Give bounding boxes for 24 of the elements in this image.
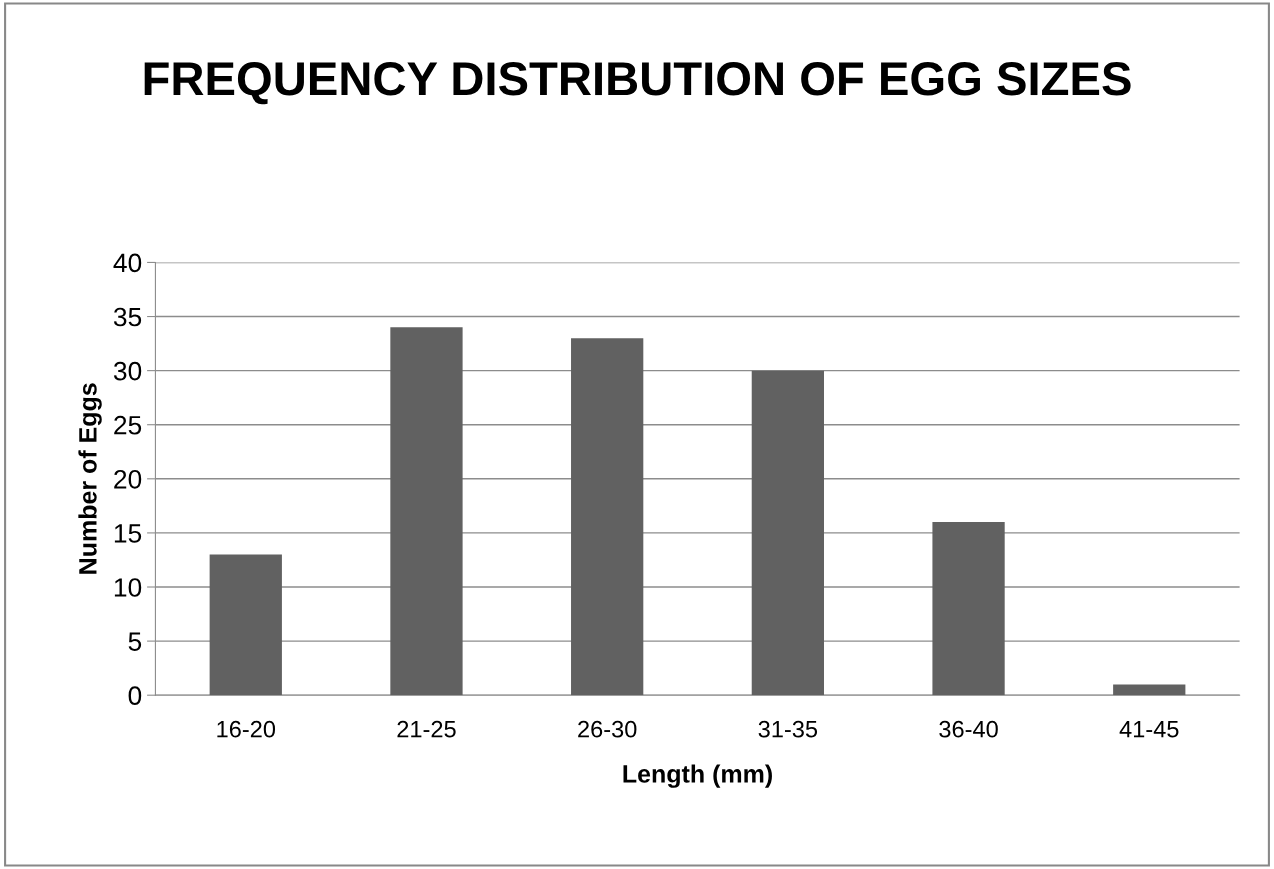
y-tick-label: 20: [114, 469, 142, 489]
x-tick-label: 26-30: [578, 720, 637, 738]
bar: [751, 370, 824, 696]
y-tick-label: 30: [113, 361, 142, 381]
bar: [209, 554, 282, 696]
y-tick-label: 0: [128, 686, 142, 706]
y-tick-label: 40: [113, 253, 142, 273]
x-axis-title: Length (mm): [623, 764, 772, 788]
chart-title: FREQUENCY DISTRIBUTION OF EGG SIZES: [144, 62, 1131, 105]
bar: [1113, 684, 1186, 696]
y-tick-label: 35: [113, 307, 142, 327]
x-tick-label: 36-40: [939, 720, 998, 738]
bar: [390, 327, 463, 696]
bar: [932, 522, 1005, 696]
x-tick-label: 41-45: [1119, 721, 1179, 738]
y-tick-label: 5: [128, 632, 142, 651]
y-axis-title: Number of Eggs: [78, 383, 102, 574]
x-tick-label: 16-20: [217, 720, 276, 738]
y-tick-label: 25: [114, 415, 142, 435]
x-tick-label: 21-25: [397, 720, 456, 738]
y-tick-label: 10: [114, 578, 142, 597]
bar: [571, 338, 644, 696]
x-tick-label: 31-35: [758, 720, 818, 738]
y-tick-label: 15: [114, 524, 142, 543]
